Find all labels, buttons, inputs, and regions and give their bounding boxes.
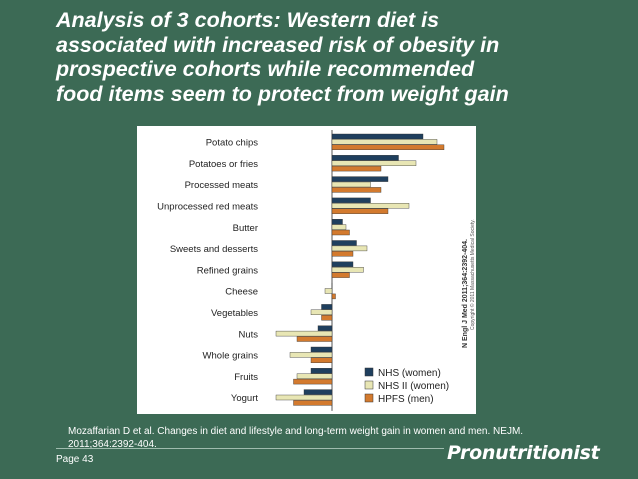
legend-swatch [364, 380, 374, 390]
category-label: Sweets and desserts [170, 244, 258, 255]
bar-3 [293, 378, 333, 385]
category-label: Yogurt [231, 393, 258, 404]
bar-1 [331, 240, 357, 246]
bar-1 [331, 133, 424, 140]
bar-2 [331, 245, 368, 252]
bar-3 [321, 314, 333, 321]
citation: Mozaffarian D et al. Changes in diet and… [68, 426, 524, 450]
bar-2 [331, 181, 371, 188]
bar-2 [310, 309, 333, 316]
bar-3 [331, 165, 382, 172]
category-label: Potato chips [206, 138, 259, 149]
category-label: Vegetables [211, 308, 258, 319]
bar-1 [331, 218, 343, 225]
bar-1 [331, 155, 399, 161]
bar-3 [296, 336, 333, 342]
bar-2 [275, 394, 333, 401]
pronutritionist-logo: Pronutritionist [447, 442, 600, 464]
category-label: Fruits [234, 372, 258, 383]
bar-3 [331, 229, 350, 236]
category-label: Cheese [225, 287, 258, 298]
bar-2 [324, 288, 333, 294]
bar-2 [289, 352, 333, 358]
category-label: Whole grains [203, 351, 259, 362]
bar-1 [310, 346, 333, 353]
bar-1 [303, 389, 333, 395]
bar-3 [331, 293, 336, 300]
bar-2 [331, 139, 438, 145]
chart-panel: Potato chips Potatoes or fries Processed m… [137, 126, 476, 414]
category-label: Butter [233, 223, 258, 234]
bar-2 [331, 266, 364, 273]
journal-side-note: N Engl J Med 2011;364:2392-404. [462, 239, 469, 348]
bar-2 [275, 330, 333, 337]
footer-divider [56, 448, 444, 449]
bar-1 [310, 368, 333, 374]
legend-label: NHS II (women) [378, 381, 449, 392]
bar-1 [331, 176, 389, 182]
legend-swatch [364, 367, 374, 377]
category-label: Potatoes or fries [189, 159, 258, 170]
bar-1 [331, 261, 354, 268]
legend-label: NHS (women) [378, 368, 441, 379]
bar-1 [331, 197, 371, 204]
bar-3 [331, 144, 445, 150]
category-label: Unprocessed red meats [157, 202, 258, 213]
slide-title: Analysis of 3 cohorts: Western diet is a… [56, 8, 509, 106]
copyright-note: Copyright © 2011 Massachusetts Medical S… [469, 219, 476, 330]
category-label: Nuts [238, 329, 258, 340]
bar-3 [331, 187, 382, 193]
legend-swatch [364, 393, 374, 403]
page-number: Page 43 [56, 454, 94, 465]
bar-3 [331, 208, 389, 214]
bar-1 [321, 304, 333, 310]
category-label: Refined grains [197, 265, 259, 276]
bar-2 [331, 224, 347, 230]
bar-2 [296, 373, 333, 379]
bar-3 [331, 251, 354, 257]
bar-3 [293, 400, 333, 406]
bar-1 [317, 325, 333, 331]
bar-3 [310, 357, 333, 364]
bar-chart: Potato chips Potatoes or fries Processed m… [157, 130, 476, 411]
bar-2 [331, 160, 417, 166]
bar-3 [331, 272, 350, 278]
legend-label: HPFS (men) [378, 394, 434, 405]
category-label: Processed meats [185, 180, 259, 191]
bar-2 [331, 203, 410, 209]
